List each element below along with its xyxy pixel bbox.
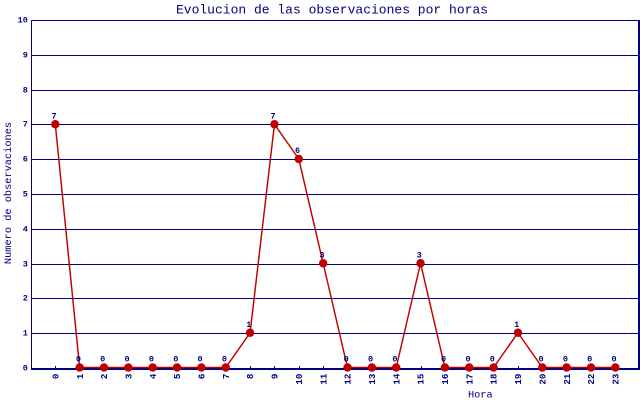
- svg-text:0: 0: [149, 355, 154, 365]
- svg-text:Evolucion de las observaciones: Evolucion de las observaciones por horas: [176, 3, 488, 18]
- svg-text:7: 7: [221, 374, 232, 380]
- svg-text:0: 0: [198, 355, 203, 365]
- svg-text:0: 0: [50, 374, 61, 380]
- svg-text:8: 8: [23, 86, 28, 96]
- svg-text:0: 0: [222, 355, 227, 365]
- svg-text:15: 15: [416, 373, 427, 385]
- svg-text:17: 17: [464, 374, 475, 385]
- svg-text:1: 1: [246, 320, 251, 330]
- svg-text:5: 5: [172, 373, 183, 379]
- svg-text:10: 10: [18, 16, 28, 26]
- svg-text:7: 7: [23, 120, 28, 130]
- svg-text:3: 3: [23, 260, 28, 270]
- svg-text:2: 2: [23, 294, 28, 304]
- svg-text:3: 3: [124, 373, 135, 379]
- svg-text:2: 2: [99, 374, 110, 380]
- svg-text:0: 0: [563, 355, 568, 365]
- svg-text:Hora: Hora: [468, 389, 493, 400]
- svg-text:9: 9: [23, 51, 28, 61]
- svg-text:16: 16: [440, 374, 451, 385]
- svg-text:0: 0: [173, 355, 178, 365]
- svg-text:6: 6: [197, 374, 208, 380]
- svg-text:9: 9: [270, 374, 281, 380]
- svg-text:0: 0: [587, 355, 592, 365]
- svg-text:20: 20: [537, 374, 548, 385]
- svg-text:3: 3: [319, 250, 324, 260]
- svg-text:21: 21: [562, 373, 573, 385]
- svg-text:Numero de observaciones: Numero de observaciones: [3, 122, 15, 264]
- svg-text:6: 6: [23, 155, 28, 165]
- svg-text:10: 10: [294, 374, 305, 385]
- svg-text:7: 7: [51, 111, 56, 121]
- svg-text:3: 3: [417, 250, 422, 260]
- svg-text:0: 0: [392, 355, 397, 365]
- svg-text:14: 14: [391, 373, 402, 385]
- svg-text:0: 0: [76, 355, 81, 365]
- svg-text:0: 0: [344, 355, 349, 365]
- svg-text:19: 19: [513, 374, 524, 385]
- svg-text:6: 6: [295, 146, 300, 156]
- svg-text:4: 4: [148, 373, 159, 379]
- svg-text:1: 1: [514, 320, 519, 330]
- svg-text:11: 11: [318, 373, 329, 385]
- svg-text:1: 1: [75, 373, 86, 379]
- svg-text:22: 22: [586, 374, 597, 385]
- svg-text:8: 8: [245, 373, 256, 379]
- svg-text:18: 18: [489, 373, 500, 385]
- svg-text:13: 13: [367, 373, 378, 385]
- svg-text:4: 4: [23, 225, 28, 235]
- svg-text:0: 0: [23, 364, 28, 374]
- svg-text:0: 0: [490, 355, 495, 365]
- svg-text:12: 12: [343, 374, 354, 385]
- svg-text:0: 0: [368, 355, 373, 365]
- svg-text:0: 0: [441, 355, 446, 365]
- svg-text:23: 23: [611, 373, 622, 385]
- svg-text:0: 0: [612, 355, 617, 365]
- svg-text:0: 0: [538, 355, 543, 365]
- svg-text:0: 0: [100, 355, 105, 365]
- svg-text:0: 0: [125, 355, 130, 365]
- svg-text:7: 7: [271, 111, 276, 121]
- svg-text:5: 5: [23, 190, 28, 200]
- svg-text:0: 0: [465, 355, 470, 365]
- svg-text:1: 1: [23, 329, 28, 339]
